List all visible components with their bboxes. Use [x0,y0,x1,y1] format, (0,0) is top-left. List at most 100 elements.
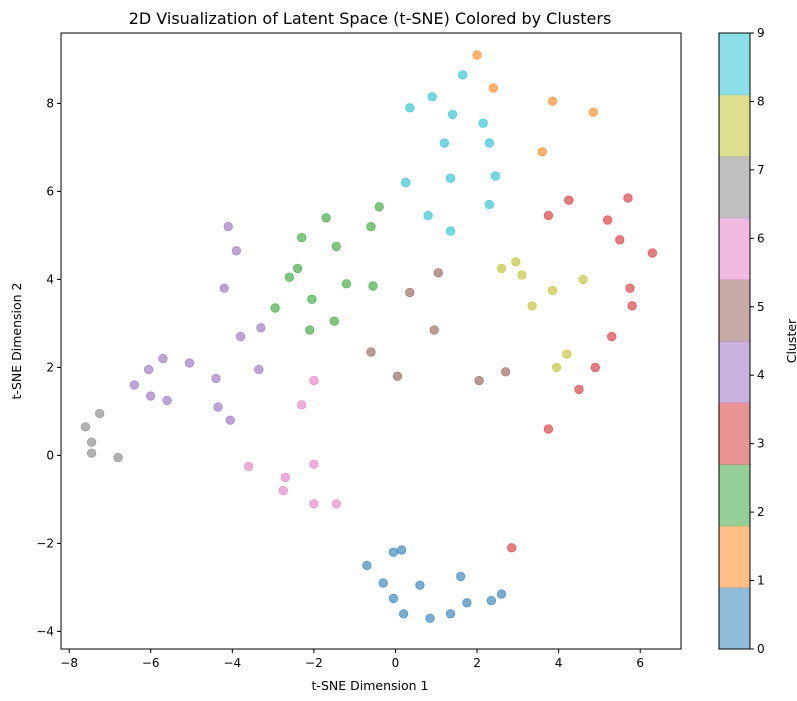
data-point-cluster-4 [211,373,221,384]
data-point-cluster-0 [378,578,388,588]
data-point-cluster-0 [445,609,456,619]
x-axis-ticks: −8 −6 −4 −2 0 2 4 6 [60,649,644,670]
data-point-cluster-1 [547,96,558,106]
data-point-cluster-5 [429,325,439,335]
data-point-cluster-2 [321,213,331,223]
data-point-cluster-6 [309,499,319,509]
data-point-cluster-7 [86,448,97,458]
data-point-cluster-4 [162,395,172,406]
data-point-cluster-9 [490,171,501,181]
data-point-cluster-9 [478,118,488,128]
data-point-cluster-8 [547,285,558,296]
colorbar-tick-label: 0 [757,642,765,656]
colorbar-segment-6 [719,217,750,280]
colorbar-segment-5 [719,279,750,342]
data-point-cluster-2 [284,272,295,282]
data-point-cluster-3 [543,210,554,221]
colorbar-segment-2 [719,464,750,527]
data-point-cluster-6 [243,461,254,472]
data-point-cluster-5 [500,367,511,377]
data-point-cluster-1 [537,147,548,157]
data-point-cluster-3 [543,424,554,434]
data-point-cluster-4 [219,283,229,293]
colorbar-tick-label: 7 [757,163,765,177]
data-point-cluster-0 [496,589,507,599]
colorbar-tick-label: 3 [757,437,765,451]
data-point-cluster-5 [366,347,376,357]
data-point-cluster-3 [623,193,633,203]
colorbar-frame [718,32,751,650]
colorbar-ticks: 0 1 2 3 4 5 6 7 8 9 [750,26,765,656]
data-point-cluster-0 [462,598,472,608]
data-point-cluster-9 [447,109,458,120]
data-point-cluster-9 [439,138,450,148]
plot-frame [60,32,682,650]
y-tick-label: 2 [46,360,54,374]
data-point-cluster-0 [388,593,399,604]
colorbar-tick-label: 4 [757,368,765,382]
data-point-cluster-7 [86,437,97,447]
colorbar-tick-label: 8 [757,94,765,108]
data-point-cluster-3 [647,248,658,258]
x-tick-label: 4 [555,656,563,670]
data-point-cluster-4 [158,353,168,364]
data-point-cluster-2 [366,221,376,232]
colorbar-segment-7 [719,156,750,219]
colorbar-label: Cluster [784,318,797,363]
y-tick-label: −2 [36,536,54,550]
data-point-cluster-0 [486,595,497,606]
data-point-cluster-5 [433,268,444,278]
data-point-cluster-4 [235,331,246,342]
data-point-cluster-6 [309,459,319,469]
data-point-cluster-6 [331,499,342,509]
data-point-cluster-8 [496,263,507,274]
data-point-cluster-4 [231,246,242,256]
colorbar-segment-1 [719,525,750,588]
data-point-cluster-2 [270,303,280,313]
colorbar-tick-label: 9 [757,26,765,40]
y-axis-label: t-SNE Dimension 2 [9,283,24,400]
data-point-cluster-4 [223,221,233,232]
data-point-cluster-9 [484,138,495,148]
data-point-cluster-4 [256,323,266,333]
data-point-cluster-4 [143,364,154,375]
colorbar-tick-label: 1 [757,574,765,588]
data-point-cluster-9 [458,70,468,80]
data-point-cluster-0 [398,609,409,619]
data-point-cluster-0 [362,560,372,571]
data-point-cluster-8 [511,257,521,267]
y-tick-label: 0 [46,448,54,462]
data-point-cluster-3 [602,215,613,225]
x-tick-label: −8 [60,656,78,670]
data-point-cluster-3 [564,195,574,205]
data-point-cluster-4 [213,402,223,412]
data-points [80,50,658,623]
data-point-cluster-1 [472,50,482,60]
data-point-cluster-4 [184,358,195,368]
data-point-cluster-0 [456,571,466,582]
x-axis-label: t-SNE Dimension 1 [312,678,429,693]
data-point-cluster-4 [254,364,264,375]
data-point-cluster-0 [425,613,435,623]
data-point-cluster-4 [145,391,156,401]
data-point-cluster-6 [278,485,289,496]
data-point-cluster-9 [445,226,456,236]
data-point-cluster-0 [396,545,407,555]
colorbar-tick-label: 2 [757,505,765,519]
data-point-cluster-9 [427,92,437,102]
data-point-cluster-3 [625,283,635,293]
colorbar-segment-4 [719,341,750,404]
data-point-cluster-9 [401,177,411,188]
y-tick-label: −4 [36,624,54,638]
y-tick-label: 8 [46,96,54,110]
data-point-cluster-9 [484,199,495,210]
data-point-cluster-2 [292,263,303,274]
data-point-cluster-8 [527,301,537,311]
data-point-cluster-8 [562,349,572,359]
data-point-cluster-0 [388,547,399,557]
data-point-cluster-6 [297,400,307,410]
data-point-cluster-3 [627,301,637,311]
colorbar-tick-label: 6 [757,231,765,245]
colorbar-segments [719,33,750,650]
